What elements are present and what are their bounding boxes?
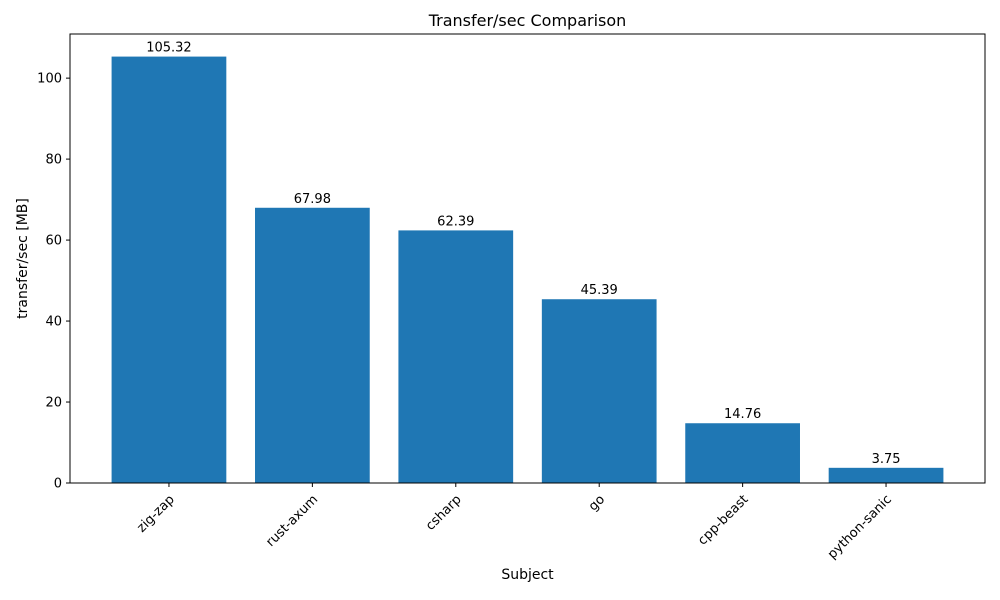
bar: [541, 299, 657, 483]
value-labels-layer: 105.32 67.98 62.39 45.39 14.76 3.75: [146, 41, 900, 467]
bar-value-label: 67.98: [294, 192, 331, 207]
x-tick-label: rust-axum: [263, 492, 321, 550]
bar: [685, 423, 800, 483]
y-tick-label: 20: [45, 396, 62, 411]
bar-value-label: 45.39: [581, 283, 618, 298]
y-tick-label: 0: [54, 477, 62, 492]
bar: [111, 56, 227, 484]
bar-value-label: 3.75: [872, 452, 901, 467]
x-tick-label: cpp-beast: [695, 492, 751, 548]
chart-title: Transfer/sec Comparison: [428, 11, 627, 30]
axes-frame: [69, 33, 986, 484]
x-tick-label: go: [586, 492, 608, 514]
bar: [398, 230, 514, 483]
bar-value-label: 14.76: [724, 407, 761, 422]
x-axis-label: Subject: [501, 567, 554, 583]
x-tick-label: python-sanic: [825, 492, 895, 562]
y-axis-label: transfer/sec [MB]: [15, 198, 31, 319]
y-tick-label: 80: [45, 153, 62, 168]
x-tick-label: csharp: [423, 492, 465, 534]
bars-layer: [111, 56, 944, 484]
bar-value-label: 105.32: [146, 41, 192, 56]
bar: [255, 207, 370, 483]
y-tick-label: 100: [37, 72, 62, 87]
y-tick-label: 40: [45, 315, 62, 330]
bar-value-label: 62.39: [437, 214, 474, 229]
y-tick-label: 60: [45, 234, 62, 249]
bar: [828, 467, 944, 483]
x-tick-label: zig-zap: [134, 492, 177, 535]
